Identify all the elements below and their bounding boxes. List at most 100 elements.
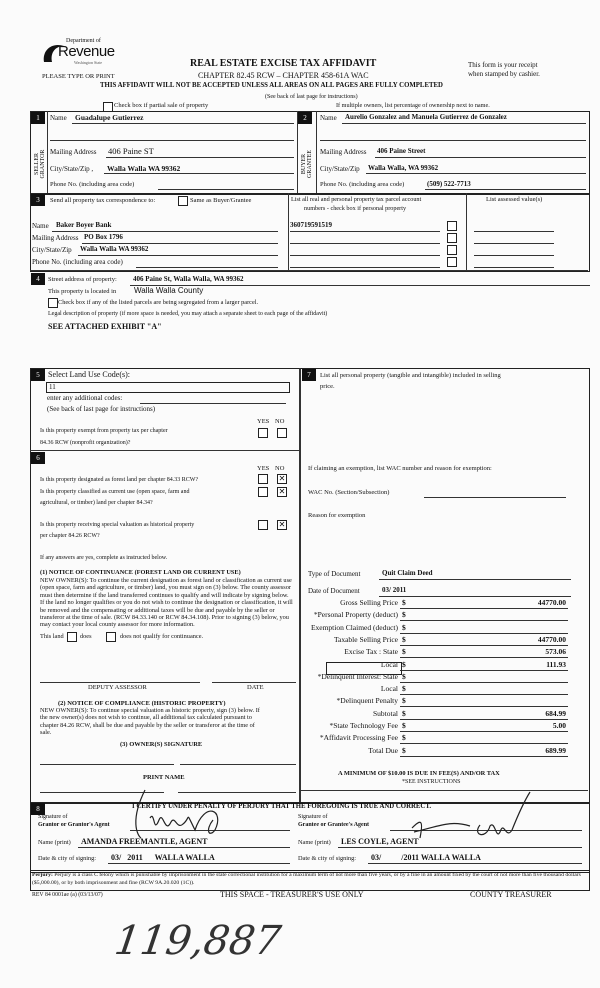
label: List all real and personal property tax …	[291, 196, 422, 203]
parcel-number-field[interactable]: 360719591519	[290, 221, 332, 229]
notice-title: (1) NOTICE OF CONTINUANCE (FOREST LAND O…	[40, 569, 241, 576]
certify-statement: I CERTIFY UNDER PENALTY OF PERJURY THAT …	[132, 803, 432, 810]
label: Street address of property:	[48, 276, 117, 283]
grantee-signature-field[interactable]	[390, 830, 582, 831]
seller-address-field[interactable]: 406 Paine ST	[108, 146, 154, 156]
additional-codes-field[interactable]	[140, 403, 286, 404]
street-address-field[interactable]: 406 Paine St, Walla Walla, WA 99362	[133, 275, 244, 283]
historic-no-checkbox[interactable]: ✕	[277, 520, 287, 530]
date-line[interactable]	[212, 682, 296, 683]
tax-row-line	[400, 731, 568, 732]
tax-row-label: Taxable Selling Price	[333, 634, 398, 644]
assessed-value-field[interactable]	[474, 231, 554, 232]
assessed-value-field[interactable]	[474, 243, 554, 244]
label: Date of Document	[308, 587, 360, 595]
owner-signature-line[interactable]	[180, 764, 296, 765]
grantor-date-field[interactable]: 03/ 2011 WALLA WALLA	[111, 853, 215, 862]
tax-phone-field[interactable]	[136, 267, 278, 268]
print-name-line[interactable]	[40, 792, 164, 793]
label: Phone No. (including area code)	[32, 258, 123, 266]
tax-row-line	[400, 743, 568, 745]
assessed-value-field[interactable]	[474, 255, 554, 256]
current-use-yes-checkbox[interactable]	[258, 487, 268, 497]
forest-no-checkbox[interactable]: ✕	[277, 474, 287, 484]
label: does not qualify for continuance.	[120, 633, 204, 640]
tax-row-label: Subtotal	[372, 708, 398, 718]
legal-description-field[interactable]: SEE ATTACHED EXHIBIT "A"	[48, 322, 162, 331]
grantee-date-field[interactable]: 03/ /2011 WALLA WALLA	[371, 853, 481, 862]
section-3-number: 3	[31, 194, 45, 206]
tax-row-value[interactable]: 44770.00	[537, 598, 566, 607]
doc-date-field[interactable]: 03/ 2011	[382, 586, 407, 594]
label: NO	[275, 465, 285, 472]
grantee-name-field[interactable]: LES COYLE, AGENT	[341, 837, 419, 846]
perjury-label: Perjury:	[32, 872, 53, 878]
tax-row-value[interactable]: 689.99	[545, 745, 566, 755]
buyer-name-field[interactable]: Aurelio Gonzalez and Manuela Gutierrez d…	[345, 113, 507, 121]
notice-text: NEW OWNER(S): To continue special valuat…	[40, 707, 260, 737]
land-use-code-field[interactable]: 11	[46, 382, 290, 393]
tax-row-value[interactable]: 111.93	[546, 659, 566, 669]
seller-grantor-label: SELLER GRANTOR	[34, 149, 46, 179]
tax-row-line	[400, 694, 568, 696]
grantor-signature-field[interactable]	[130, 830, 290, 831]
label: YES	[257, 465, 270, 472]
buyer-phone-field[interactable]: (509) 522-7713	[427, 180, 471, 188]
tax-row-value[interactable]: 684.99	[545, 708, 566, 718]
label: City/State/Zip ,	[50, 165, 94, 173]
forest-yes-checkbox[interactable]	[258, 474, 268, 484]
does-not-checkbox[interactable]	[106, 632, 116, 642]
doc-type-field[interactable]: Quit Claim Deed	[382, 569, 433, 577]
tax-address-field[interactable]: PO Box 1796	[84, 233, 123, 241]
label: Mailing Address	[320, 148, 367, 156]
exempt-no-checkbox[interactable]	[277, 428, 287, 438]
tax-row-value[interactable]: 44770.00	[537, 634, 566, 644]
grantee-signature-image	[411, 791, 531, 839]
seller-phone-field[interactable]	[158, 189, 294, 190]
assessed-value-field[interactable]	[474, 267, 554, 268]
seller-name-field[interactable]: Guadalupe Gutierrez	[75, 113, 144, 122]
logo-text: Department of	[66, 38, 101, 44]
buyer-city-field[interactable]: Walla Walla, WA 99362	[368, 164, 439, 172]
tax-row: Excise Tax : State $573.06	[300, 647, 588, 659]
label: numbers - check box if personal property	[304, 205, 407, 212]
tax-city-field[interactable]: Walla Walla WA 99362	[80, 245, 149, 253]
tax-row-line	[400, 755, 568, 757]
tax-row: *State Technology Fee $5.00	[300, 721, 588, 733]
tax-name-field[interactable]: Baker Boyer Bank	[56, 221, 112, 229]
personal-property-checkbox[interactable]	[447, 245, 457, 255]
seller-city-field[interactable]: Walla Walla WA 99362	[107, 164, 181, 173]
current-use-no-checkbox[interactable]: ✕	[277, 487, 287, 497]
historic-yes-checkbox[interactable]	[258, 520, 268, 530]
label: YES	[257, 418, 270, 425]
tax-row-value[interactable]: 573.06	[545, 647, 566, 657]
personal-property-checkbox[interactable]	[447, 233, 457, 243]
label: Date & city of signing:	[298, 855, 357, 862]
section-8-box	[30, 802, 590, 873]
tax-row-value[interactable]: 5.00	[552, 721, 566, 730]
label: Phone No. (including area code)	[320, 181, 405, 188]
deputy-assessor-line[interactable]	[40, 682, 200, 683]
buyer-address-field[interactable]: 406 Paine Street	[377, 147, 426, 155]
local-code-field[interactable]	[326, 662, 402, 675]
grantor-name-field[interactable]: AMANDA FREEMANTLE, AGENT	[81, 837, 208, 846]
exempt-yes-checkbox[interactable]	[258, 428, 268, 438]
personal-property-checkbox[interactable]	[447, 221, 457, 231]
label: Phone No. (including area code)	[50, 181, 135, 188]
wac-field[interactable]	[424, 497, 566, 498]
print-name-line[interactable]	[178, 792, 296, 793]
personal-property-checkbox[interactable]	[447, 257, 457, 267]
same-as-buyer-checkbox[interactable]	[178, 196, 188, 206]
tax-row: Gross Selling Price $44770.00	[300, 598, 588, 610]
county-field[interactable]: Walla Walla County	[134, 286, 204, 295]
does-checkbox[interactable]	[67, 632, 77, 642]
label: Type of Document	[308, 570, 361, 578]
owner-signature-line[interactable]	[40, 764, 174, 765]
see-back: (See back of last page for instructions)	[265, 94, 358, 100]
label: agricultural, or timber) land per chapte…	[40, 500, 153, 506]
tax-row-label: Local	[380, 659, 398, 669]
segregated-checkbox[interactable]	[48, 298, 58, 308]
label: List assessed value(s)	[486, 196, 543, 203]
label: (See back of last page for instructions)	[47, 405, 156, 413]
